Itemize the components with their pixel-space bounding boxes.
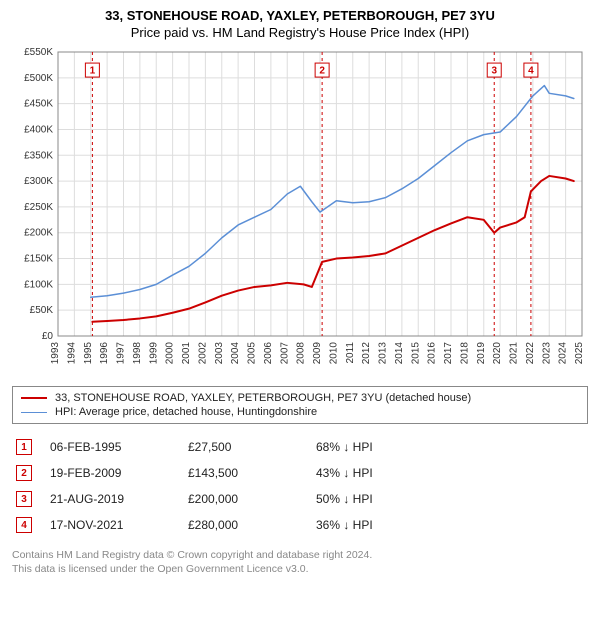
y-tick-label: £500K	[24, 73, 53, 84]
x-tick-label: 1997	[116, 342, 127, 365]
legend-label: HPI: Average price, detached house, Hunt…	[55, 406, 317, 418]
x-tick-label: 1998	[132, 342, 143, 365]
transaction-delta: 68% ↓ HPI	[316, 440, 426, 454]
legend-label: 33, STONEHOUSE ROAD, YAXLEY, PETERBOROUG…	[55, 392, 471, 404]
transaction-date: 17-NOV-2021	[50, 518, 170, 532]
x-tick-label: 2007	[279, 342, 290, 365]
x-tick-label: 1999	[148, 342, 159, 365]
transaction-date: 06-FEB-1995	[50, 440, 170, 454]
chart-marker-2: 2	[315, 63, 329, 77]
x-tick-label: 2023	[541, 342, 552, 365]
transaction-delta: 50% ↓ HPI	[316, 492, 426, 506]
x-tick-label: 2014	[394, 342, 405, 365]
transaction-price: £27,500	[188, 440, 298, 454]
svg-text:1: 1	[90, 66, 96, 77]
x-tick-label: 2019	[476, 342, 487, 365]
x-tick-label: 1996	[99, 342, 110, 365]
transaction-price: £143,500	[188, 466, 298, 480]
y-tick-label: £150K	[24, 254, 53, 265]
x-tick-label: 2024	[558, 342, 569, 365]
x-tick-label: 2015	[410, 342, 421, 365]
title-line1: 33, STONEHOUSE ROAD, YAXLEY, PETERBOROUG…	[12, 8, 588, 23]
transaction-row: 3 21-AUG-2019 £200,000 50% ↓ HPI	[12, 486, 588, 512]
footer: Contains HM Land Registry data © Crown c…	[12, 548, 588, 576]
chart-marker-4: 4	[524, 63, 538, 77]
x-tick-label: 2003	[214, 342, 225, 365]
transaction-marker: 3	[16, 491, 32, 507]
chart-marker-3: 3	[487, 63, 501, 77]
svg-text:3: 3	[491, 66, 497, 77]
x-tick-label: 2017	[443, 342, 454, 365]
chart-svg: £0 £50K £100K £150K £200K £250K £300K £350K £400…	[12, 46, 588, 376]
x-tick-label: 1993	[50, 342, 61, 365]
legend-swatch	[21, 412, 47, 413]
y-tick-label: £400K	[24, 124, 53, 135]
x-tick-label: 2009	[312, 342, 323, 365]
x-tick-label: 2022	[525, 342, 536, 365]
title-block: 33, STONEHOUSE ROAD, YAXLEY, PETERBOROUG…	[12, 8, 588, 40]
x-tick-label: 1994	[66, 342, 77, 365]
x-tick-label: 2012	[361, 342, 372, 365]
transaction-marker: 2	[16, 465, 32, 481]
y-tick-label: £200K	[24, 228, 53, 239]
transaction-row: 4 17-NOV-2021 £280,000 36% ↓ HPI	[12, 512, 588, 538]
x-tick-label: 1995	[83, 342, 94, 365]
x-tick-label: 2004	[230, 342, 241, 365]
x-tick-label: 2020	[492, 342, 503, 365]
x-tick-label: 2000	[165, 342, 176, 365]
x-tick-label: 2006	[263, 342, 274, 365]
y-tick-label: £450K	[24, 99, 53, 110]
transaction-delta: 43% ↓ HPI	[316, 466, 426, 480]
transaction-date: 21-AUG-2019	[50, 492, 170, 506]
svg-text:4: 4	[528, 66, 534, 77]
x-tick-label: 2011	[345, 342, 356, 364]
x-tick-label: 2002	[197, 342, 208, 365]
transaction-marker: 4	[16, 517, 32, 533]
footer-line2: This data is licensed under the Open Gov…	[12, 562, 588, 576]
legend-item: 33, STONEHOUSE ROAD, YAXLEY, PETERBOROUG…	[21, 391, 579, 405]
x-tick-label: 2008	[296, 342, 307, 365]
x-tick-label: 2025	[574, 342, 585, 365]
transaction-row: 2 19-FEB-2009 £143,500 43% ↓ HPI	[12, 460, 588, 486]
legend: 33, STONEHOUSE ROAD, YAXLEY, PETERBOROUG…	[12, 386, 588, 424]
y-tick-label: £550K	[24, 47, 53, 58]
x-tick-label: 2016	[427, 342, 438, 365]
svg-text:2: 2	[319, 66, 325, 77]
transaction-row: 1 06-FEB-1995 £27,500 68% ↓ HPI	[12, 434, 588, 460]
x-tick-label: 2001	[181, 342, 192, 365]
y-tick-label: £300K	[24, 176, 53, 187]
x-tick-label: 2013	[378, 342, 389, 365]
x-tick-label: 2005	[247, 342, 258, 365]
legend-item: HPI: Average price, detached house, Hunt…	[21, 405, 579, 419]
transaction-price: £200,000	[188, 492, 298, 506]
y-tick-label: £50K	[30, 305, 54, 316]
transaction-marker: 1	[16, 439, 32, 455]
transaction-price: £280,000	[188, 518, 298, 532]
transaction-date: 19-FEB-2009	[50, 466, 170, 480]
transactions-table: 1 06-FEB-1995 £27,500 68% ↓ HPI 2 19-FEB-2009…	[12, 434, 588, 538]
x-tick-label: 2018	[459, 342, 470, 365]
transaction-delta: 36% ↓ HPI	[316, 518, 426, 532]
chart-marker-1: 1	[85, 63, 99, 77]
legend-swatch	[21, 397, 47, 399]
y-tick-label: £350K	[24, 150, 53, 161]
x-tick-label: 2010	[328, 342, 339, 365]
chart-area: £0 £50K £100K £150K £200K £250K £300K £350K £400…	[12, 46, 588, 376]
chart-container: 33, STONEHOUSE ROAD, YAXLEY, PETERBOROUG…	[0, 0, 600, 620]
title-line2: Price paid vs. HM Land Registry's House …	[12, 25, 588, 40]
y-tick-label: £100K	[24, 279, 53, 290]
y-tick-label: £250K	[24, 202, 53, 213]
footer-line1: Contains HM Land Registry data © Crown c…	[12, 548, 588, 562]
y-tick-label: £0	[42, 331, 54, 342]
x-tick-label: 2021	[509, 342, 520, 365]
